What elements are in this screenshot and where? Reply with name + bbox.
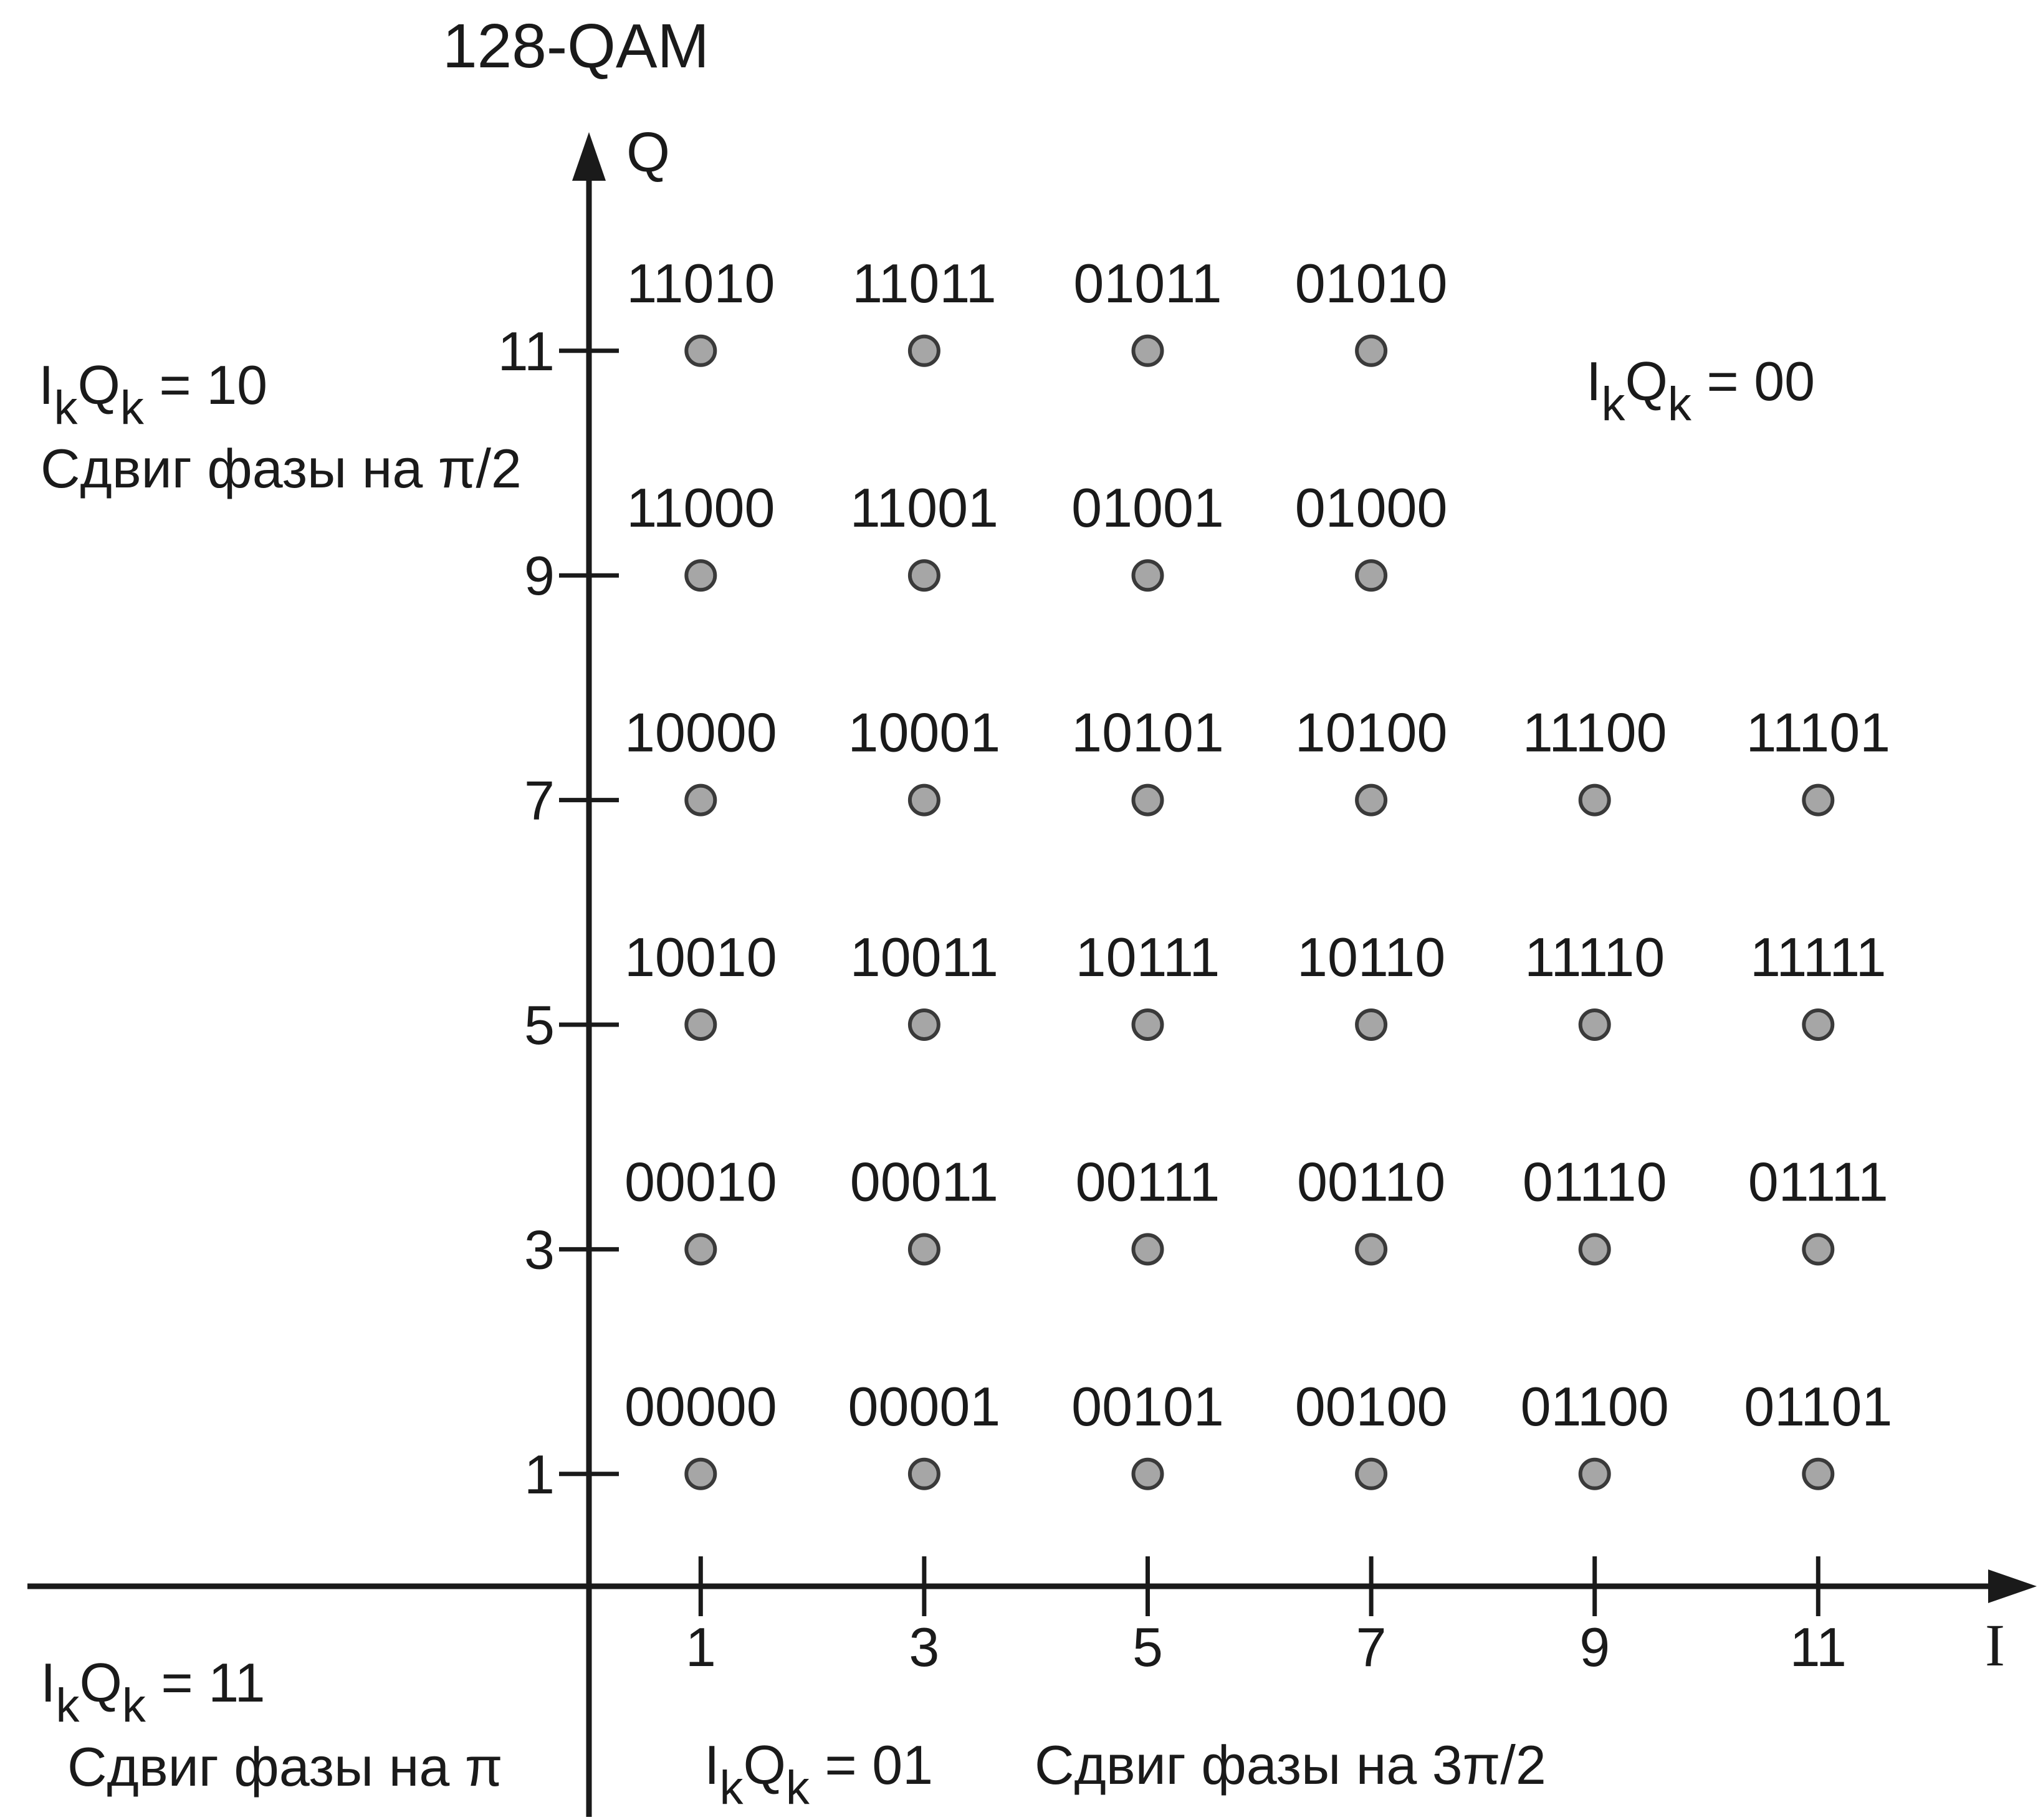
x-tick-label: 11 (1790, 1616, 1847, 1678)
constellation-point (907, 1008, 940, 1041)
y-axis-label: Q (626, 122, 670, 184)
constellation-point (1131, 1457, 1164, 1490)
constellation-point (1355, 1233, 1388, 1266)
point-code-label: 00000 (624, 1376, 777, 1437)
x-tick-label: 7 (1356, 1616, 1387, 1678)
point-code-label: 00100 (1295, 1376, 1448, 1437)
axes: Q I (27, 122, 2037, 1817)
constellation-point (907, 1457, 940, 1490)
point-code-label: 11010 (626, 252, 775, 314)
x-tick-label: 1 (686, 1616, 716, 1678)
constellation-point (684, 1008, 717, 1041)
constellation-point (1802, 1457, 1835, 1490)
constellation-point (1131, 334, 1164, 367)
point-code-label: 10110 (1297, 926, 1445, 988)
constellation-point (1355, 1457, 1388, 1490)
point-code-label: 01010 (1295, 252, 1448, 314)
y-tick-label: 11 (498, 320, 555, 382)
quadrant-label-bottom-left: IkQk = 11 Сдвиг фазы на π (41, 1652, 502, 1798)
constellation-point (1578, 1457, 1611, 1490)
constellation-point (1355, 783, 1388, 817)
constellation-point (907, 559, 940, 592)
constellation-point (684, 1233, 717, 1266)
quadrant-code-10: IkQk = 10 (39, 354, 267, 434)
point-code-label: 01100 (1521, 1376, 1669, 1437)
point-code-label: 10100 (1295, 702, 1448, 764)
point-code-label: 00110 (1297, 1151, 1445, 1212)
phase-shift-3pi-half: Сдвиг фазы на 3π/2 (1035, 1734, 1546, 1796)
point-code-label: 00010 (624, 1151, 777, 1212)
constellation-point (1131, 1008, 1164, 1041)
y-tick-label: 5 (524, 994, 555, 1056)
point-code-label: 00011 (850, 1151, 998, 1212)
point-code-label: 11101 (1746, 702, 1890, 764)
constellation-point (684, 559, 717, 592)
constellation-point (907, 783, 940, 817)
y-tick-label: 3 (524, 1219, 555, 1280)
point-code-label: 10111 (1076, 926, 1220, 988)
point-code-label: 01110 (1523, 1151, 1667, 1212)
constellation-point (907, 334, 940, 367)
point-code-label: 10000 (624, 702, 777, 764)
constellation-point (1355, 559, 1388, 592)
point-code-label: 11000 (626, 477, 775, 539)
x-tick-label: 9 (1579, 1616, 1610, 1678)
x-axis-arrow (1988, 1569, 2037, 1603)
quadrant-label-top-left: IkQk = 10 Сдвиг фазы на π/2 (39, 354, 522, 499)
point-code-label: 01111 (1748, 1151, 1888, 1212)
constellation-point (1355, 1008, 1388, 1041)
constellation-point (1355, 334, 1388, 367)
constellation-point (1131, 559, 1164, 592)
point-code-label: 11001 (850, 477, 998, 539)
point-code-label: 11100 (1523, 702, 1667, 764)
quadrant-code-11: IkQk = 11 (41, 1652, 266, 1732)
y-axis-arrow (572, 132, 606, 181)
constellation-point (1131, 1233, 1164, 1266)
phase-shift-pi: Сдвиг фазы на π (67, 1736, 502, 1798)
constellation-point (1802, 1008, 1835, 1041)
constellation-point (684, 334, 717, 367)
x-axis-label: I (1985, 1612, 2005, 1679)
constellation-point (1802, 783, 1835, 817)
constellation-point (1578, 1233, 1611, 1266)
point-code-label: 00101 (1071, 1376, 1224, 1437)
constellation-point (684, 1457, 717, 1490)
x-tick-label: 3 (909, 1616, 939, 1678)
point-code-label: 11111 (1750, 926, 1887, 988)
point-code-label: 01001 (1071, 477, 1224, 539)
point-code-label: 10011 (850, 926, 998, 988)
phase-shift-pi-half: Сдвиг фазы на π/2 (41, 438, 522, 499)
point-code-label: 01011 (1073, 252, 1222, 314)
constellation-point (684, 783, 717, 817)
constellation-point (1578, 783, 1611, 817)
y-tick-label: 9 (524, 545, 555, 606)
point-code-label: 10001 (848, 702, 1001, 764)
chart-title: 128-QAM (443, 11, 709, 81)
point-code-label: 00001 (848, 1376, 1001, 1437)
point-code-label: 10010 (624, 926, 777, 988)
point-code-label: 11110 (1524, 926, 1665, 988)
y-tick-label: 1 (524, 1444, 555, 1505)
quadrant-label-bottom-right: IkQk = 01 Сдвиг фазы на 3π/2 (704, 1734, 1546, 1814)
point-code-label: 11011 (852, 252, 997, 314)
quadrant-code-00: IkQk = 00 (1586, 350, 1815, 431)
constellation-points: 11010 11011 01011 01010 11000 11001 01001 01000… (624, 252, 1892, 1490)
point-code-label: 10101 (1071, 702, 1224, 764)
point-code-label: 01101 (1744, 1376, 1892, 1437)
point-code-label: 01000 (1295, 477, 1448, 539)
quadrant-code-01: IkQk = 01 (704, 1734, 933, 1814)
quadrant-label-top-right: IkQk = 00 (1586, 350, 1815, 431)
constellation-point (907, 1233, 940, 1266)
y-tick-label: 7 (524, 770, 555, 831)
constellation-point (1131, 783, 1164, 817)
x-tick-label: 5 (1132, 1616, 1163, 1678)
constellation-point (1802, 1233, 1835, 1266)
constellation-point (1578, 1008, 1611, 1041)
point-code-label: 00111 (1076, 1151, 1220, 1212)
